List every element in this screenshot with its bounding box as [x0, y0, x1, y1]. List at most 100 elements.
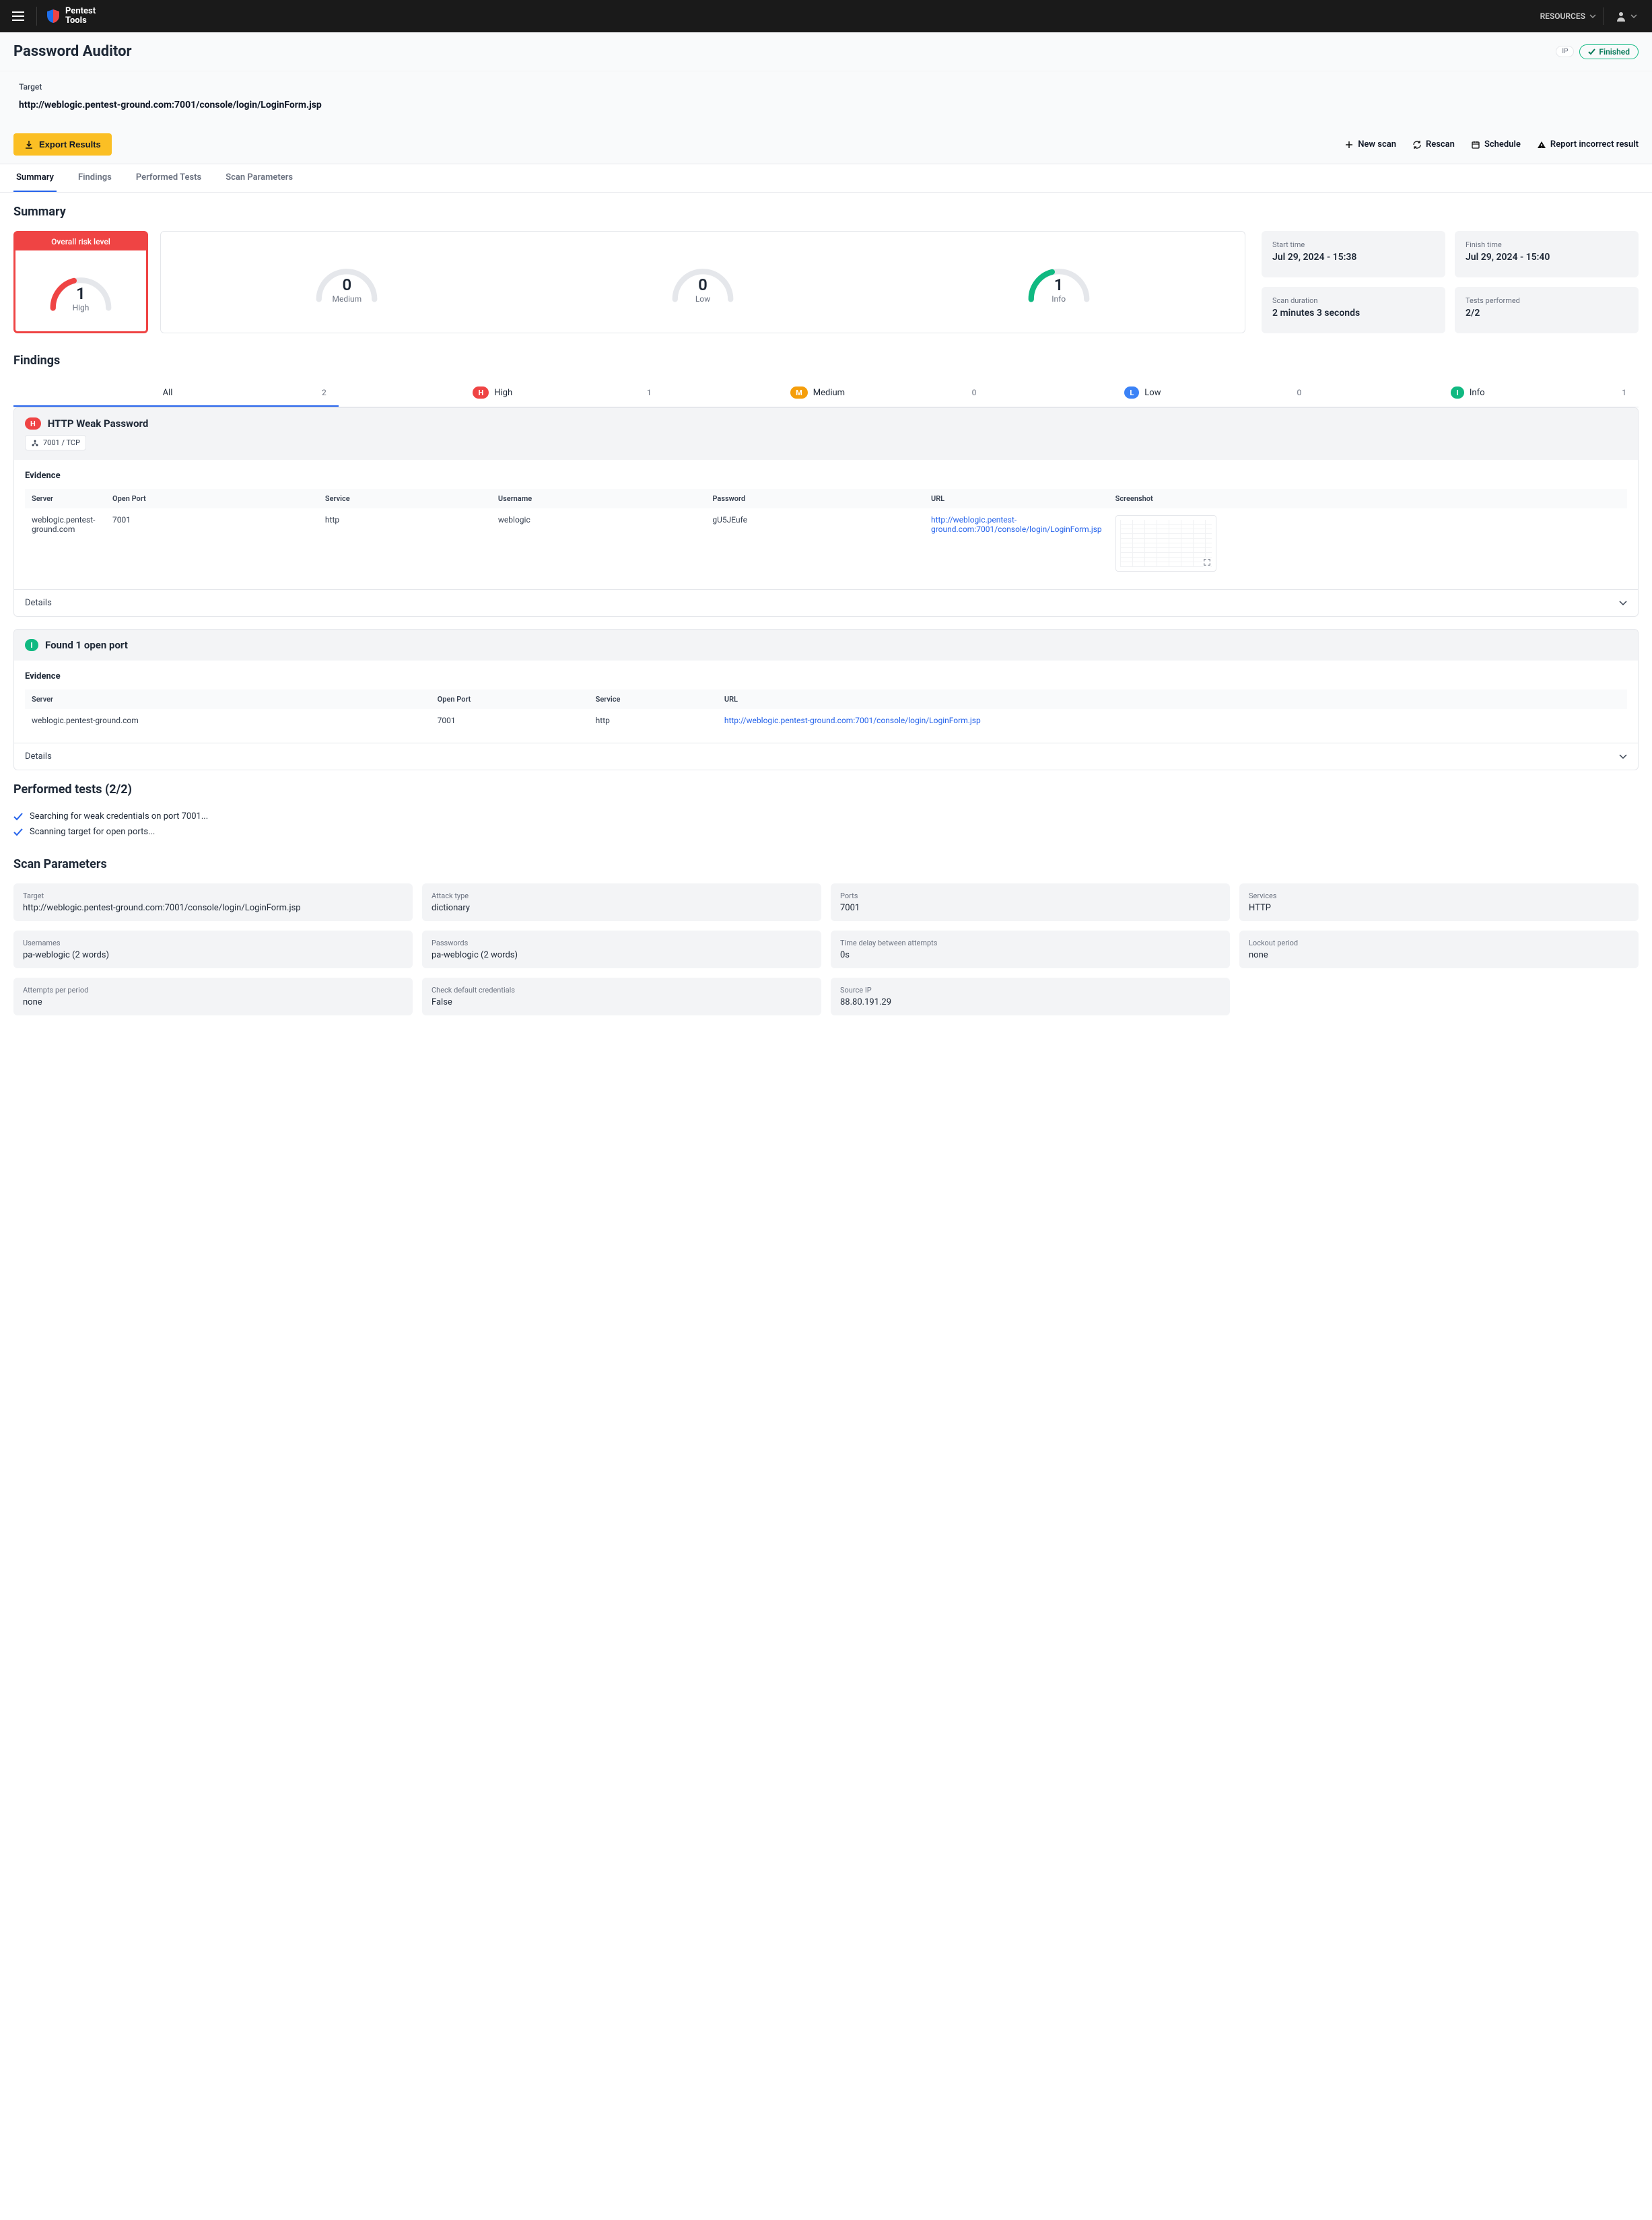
gauge-info-label: Info — [1019, 294, 1099, 304]
shield-icon — [45, 8, 61, 24]
findings-tab-high[interactable]: HHigh1 — [339, 380, 664, 407]
param-lockout: Lockout periodnone — [1239, 931, 1639, 968]
sev-badge-info: I — [1451, 386, 1464, 399]
overall-risk-card: Overall risk level 1High — [13, 231, 148, 333]
chevron-down-icon — [1589, 14, 1596, 18]
check-icon — [13, 813, 23, 821]
schedule-button[interactable]: Schedule — [1471, 139, 1521, 149]
gauge-low: 0Low — [662, 254, 743, 310]
details-label: Details — [25, 751, 52, 762]
details-toggle[interactable]: Details — [14, 589, 1638, 616]
evidence-label: Evidence — [25, 471, 1627, 481]
target-section: Target http://weblogic.pentest-ground.co… — [0, 71, 1652, 125]
status-label: Finished — [1599, 47, 1630, 57]
evidence-table: Server Open Port Service URL weblogic.pe… — [25, 689, 1627, 732]
export-button[interactable]: Export Results — [13, 133, 112, 156]
findings-tab-medium[interactable]: MMedium0 — [664, 380, 989, 407]
findings-tab-info[interactable]: IInfo1 — [1313, 380, 1639, 407]
summary-row: Overall risk level 1High 0Medium 0Low — [13, 231, 1639, 333]
gauge-info: 1Info — [1019, 254, 1099, 310]
sev-badge-high: H — [473, 386, 489, 399]
evidence-label: Evidence — [25, 671, 1627, 681]
stat-finish: Finish timeJul 29, 2024 - 15:40 — [1455, 231, 1639, 277]
check-icon — [13, 828, 23, 836]
evidence-url-link[interactable]: http://weblogic.pentest-ground.com:7001/… — [931, 515, 1102, 534]
param-sourceip: Source IP88.80.191.29 — [831, 978, 1230, 1015]
menu-button[interactable] — [8, 7, 28, 25]
gauge-medium-label: Medium — [306, 294, 387, 304]
param-ports: Ports7001 — [831, 883, 1230, 921]
user-menu[interactable] — [1609, 7, 1644, 26]
gauges-rest: 0Medium 0Low 1Info — [160, 231, 1245, 333]
check-icon — [1588, 48, 1596, 55]
gauge-low-label: Low — [662, 294, 743, 304]
param-usernames: Usernamespa-weblogic (2 words) — [13, 931, 413, 968]
resources-menu[interactable]: RESOURCES — [1534, 7, 1604, 25]
finding-title: HTTP Weak Password — [48, 417, 149, 430]
findings-heading: Findings — [13, 354, 1639, 368]
param-passwords: Passwordspa-weblogic (2 words) — [422, 931, 821, 968]
finding-card: I Found 1 open port Evidence Server Open… — [13, 629, 1639, 770]
test-item: Scanning target for open ports... — [13, 824, 1639, 840]
param-checkdef: Check default credentialsFalse — [422, 978, 821, 1015]
tab-findings[interactable]: Findings — [75, 164, 114, 192]
sev-badge-high: H — [25, 417, 41, 430]
test-item: Searching for weak credentials on port 7… — [13, 809, 1639, 824]
new-scan-button[interactable]: New scan — [1344, 139, 1396, 149]
topbar: PentestTools RESOURCES — [0, 0, 1652, 32]
gauge-medium: 0Medium — [306, 254, 387, 310]
finding-title: Found 1 open port — [45, 639, 128, 651]
tab-performed[interactable]: Performed Tests — [133, 164, 204, 192]
findings-tab-all[interactable]: All2 — [13, 380, 339, 407]
test-label: Searching for weak credentials on port 7… — [30, 811, 208, 821]
tab-summary[interactable]: Summary — [13, 164, 57, 192]
chevron-down-icon — [1630, 14, 1637, 18]
port-chip: 7001 / TCP — [25, 435, 86, 450]
performed-heading: Performed tests (2/2) — [13, 782, 1639, 797]
user-icon — [1616, 11, 1626, 22]
stat-start: Start timeJul 29, 2024 - 15:38 — [1262, 231, 1445, 277]
page-title: Password Auditor — [13, 43, 132, 60]
ip-badge: IP — [1556, 46, 1574, 57]
brand-logo[interactable]: PentestTools — [45, 7, 96, 26]
main-tabs: Summary Findings Performed Tests Scan Pa… — [0, 164, 1652, 193]
rescan-label: Rescan — [1426, 139, 1455, 149]
report-button[interactable]: Report incorrect result — [1537, 139, 1639, 149]
refresh-icon — [1412, 140, 1422, 149]
finding-header: I Found 1 open port — [14, 630, 1638, 661]
test-label: Scanning target for open ports... — [30, 827, 155, 837]
gauge-low-value: 0 — [662, 275, 743, 294]
chevron-down-icon — [1619, 601, 1627, 606]
param-attack: Attack typedictionary — [422, 883, 821, 921]
expand-icon — [1202, 558, 1212, 567]
gauge-high-value: 1 — [40, 284, 121, 303]
table-row: weblogic.pentest-ground.com 7001 http ht… — [25, 709, 1627, 732]
stat-duration: Scan duration2 minutes 3 seconds — [1262, 287, 1445, 333]
brand-text: PentestTools — [65, 7, 96, 26]
gauge-medium-value: 0 — [306, 275, 387, 294]
report-label: Report incorrect result — [1550, 139, 1639, 149]
risk-header: Overall risk level — [15, 233, 146, 250]
title-bar: Password Auditor IP Finished — [0, 32, 1652, 71]
warning-icon — [1537, 140, 1546, 149]
performed-tests-list: Searching for weak credentials on port 7… — [13, 809, 1639, 840]
summary-heading: Summary — [13, 205, 1639, 219]
param-delay: Time delay between attempts0s — [831, 931, 1230, 968]
target-label: Target — [19, 82, 1633, 92]
details-toggle[interactable]: Details — [14, 743, 1638, 770]
findings-tab-low[interactable]: LLow0 — [988, 380, 1313, 407]
rescan-button[interactable]: Rescan — [1412, 139, 1455, 149]
resources-label: RESOURCES — [1540, 11, 1585, 21]
param-target: Targethttp://weblogic.pentest-ground.com… — [13, 883, 413, 921]
stat-tests: Tests performed2/2 — [1455, 287, 1639, 333]
gauge-high-label: High — [40, 303, 121, 312]
tab-params[interactable]: Scan Parameters — [223, 164, 296, 192]
stats-grid: Start timeJul 29, 2024 - 15:38 Finish ti… — [1262, 231, 1639, 333]
finding-header: H HTTP Weak Password 7001 / TCP — [14, 408, 1638, 460]
evidence-table: Server Open Port Service Username Passwo… — [25, 489, 1627, 578]
target-value: http://weblogic.pentest-ground.com:7001/… — [19, 100, 1633, 110]
evidence-url-link[interactable]: http://weblogic.pentest-ground.com:7001/… — [724, 716, 981, 725]
params-heading: Scan Parameters — [13, 857, 1639, 871]
screenshot-thumb[interactable] — [1115, 515, 1216, 572]
params-grid: Targethttp://weblogic.pentest-ground.com… — [13, 883, 1639, 1015]
